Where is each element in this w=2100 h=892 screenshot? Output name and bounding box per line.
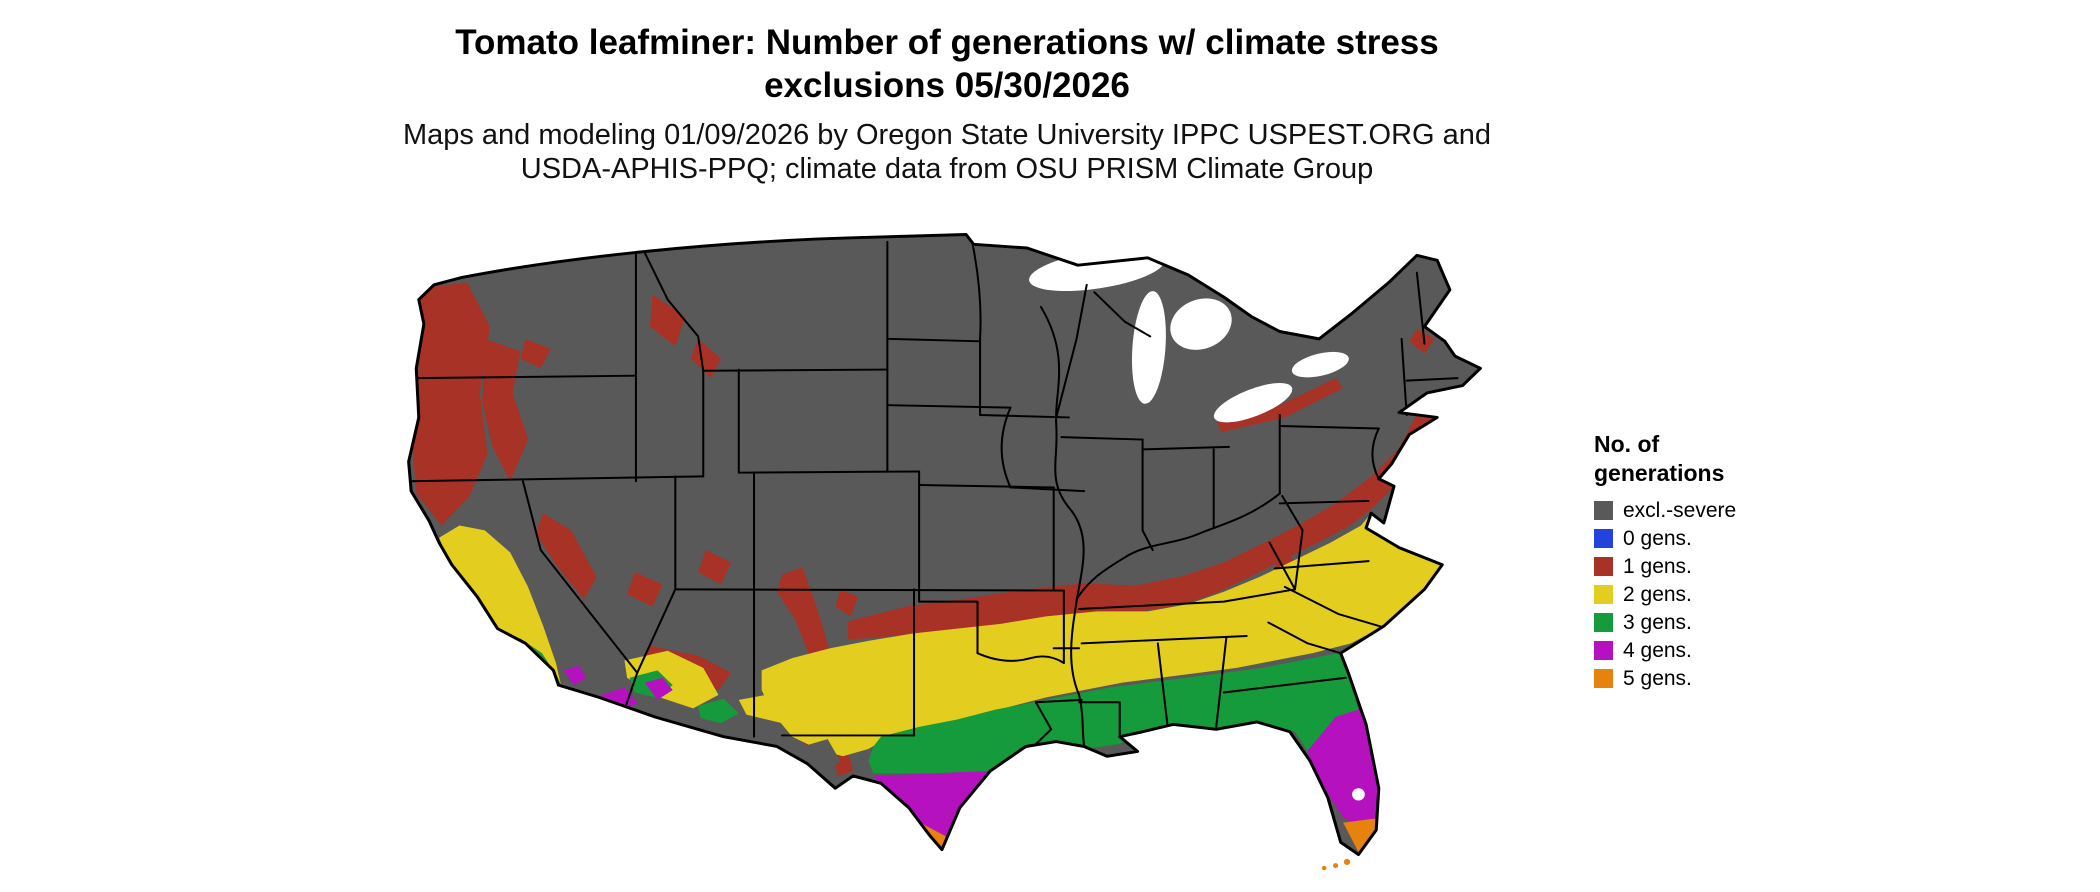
legend-item-4-gens: 4 gens. xyxy=(1594,640,1854,661)
legend-swatch-1-gens xyxy=(1594,556,1613,576)
legend-swatch-4-gens xyxy=(1594,640,1613,660)
us-generations-map xyxy=(335,221,1554,884)
legend-label-1-gens: 1 gens. xyxy=(1623,554,1692,578)
us-map-svg xyxy=(407,233,1482,871)
legend-label-excl-severe: excl.-severe xyxy=(1623,498,1737,522)
page-subtitle-line2: USDA-APHIS-PPQ; climate data from OSU PR… xyxy=(520,153,1374,186)
legend-label-4-gens: 4 gens. xyxy=(1623,638,1692,662)
lake-okeechobee xyxy=(1352,788,1365,801)
page-title-line2: exclusions 05/30/2026 xyxy=(764,65,1130,105)
legend-label-2-gens: 2 gens. xyxy=(1623,582,1692,606)
state-borders xyxy=(408,240,1459,750)
legend-item-1-gens: 1 gens. xyxy=(1594,556,1854,577)
legend-label-5-gens: 5 gens. xyxy=(1623,666,1692,690)
legend-title-line2: generations xyxy=(1594,459,1725,486)
page-subtitle-line1: Maps and modeling 01/09/2026 by Oregon S… xyxy=(402,119,1492,151)
legend-label-3-gens: 3 gens. xyxy=(1623,610,1692,634)
us-outline xyxy=(407,233,1482,857)
legend-swatch-3-gens xyxy=(1594,612,1613,632)
lake-michigan xyxy=(1131,291,1166,404)
page-title: Tomato leafminer: Number of generations … xyxy=(0,22,1894,107)
legend-title-line1: No. of xyxy=(1594,431,1660,457)
legend-item-0-gens: 0 gens. xyxy=(1594,528,1854,549)
region-5-gens xyxy=(906,815,1382,855)
legend-swatch-2-gens xyxy=(1594,584,1613,604)
page-title-line1: Tomato leafminer: Number of generations … xyxy=(455,23,1439,62)
lake-ontario xyxy=(1291,351,1349,378)
florida-keys xyxy=(1321,858,1351,871)
legend: No. of generations excl.-severe 0 gens. … xyxy=(1594,430,1854,696)
page-subtitle: Maps and modeling 01/09/2026 by Oregon S… xyxy=(0,118,1894,186)
legend-item-5-gens: 5 gens. xyxy=(1594,668,1854,689)
legend-items: excl.-severe 0 gens. 1 gens. 2 gens. 3 g… xyxy=(1594,500,1854,689)
legend-swatch-5-gens xyxy=(1594,668,1613,688)
lake-huron xyxy=(1170,298,1232,350)
legend-item-3-gens: 3 gens. xyxy=(1594,612,1854,633)
legend-label-0-gens: 0 gens. xyxy=(1623,526,1692,550)
legend-item-excl-severe: excl.-severe xyxy=(1594,500,1854,521)
lake-erie xyxy=(1213,383,1293,423)
legend-swatch-excl-severe xyxy=(1594,500,1613,520)
region-2-gens xyxy=(439,513,1443,757)
legend-swatch-0-gens xyxy=(1594,528,1613,548)
legend-item-2-gens: 2 gens. xyxy=(1594,584,1854,605)
